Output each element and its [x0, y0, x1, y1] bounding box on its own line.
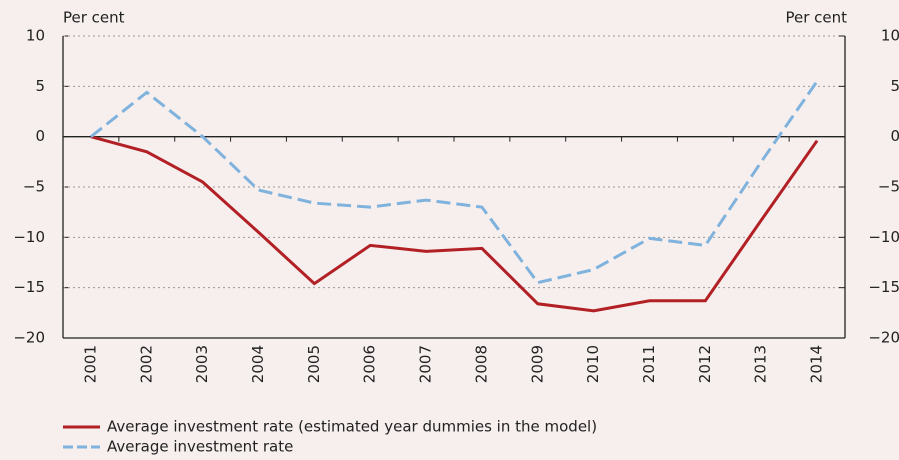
x-tick-label: 2014 — [808, 345, 826, 383]
y-tick-label: 5 — [35, 77, 45, 95]
series-line — [90, 135, 819, 313]
x-tick-label: 2013 — [752, 345, 770, 383]
y2-tick-label: −20 — [868, 329, 899, 347]
y-axis-label: Per cent — [63, 9, 125, 27]
x-tick-label: 2010 — [584, 345, 602, 383]
y-tick-label: −10 — [13, 228, 45, 246]
y-tick-label: −20 — [13, 329, 45, 347]
y2-tick-label: 5 — [890, 77, 899, 95]
y2-tick-label: −15 — [868, 278, 899, 296]
series-line — [89, 80, 819, 285]
y-tick-label: −15 — [13, 278, 45, 296]
legend-label: Average investment rate — [107, 438, 293, 456]
x-tick-label: 2012 — [696, 345, 714, 383]
y2-tick-label: −5 — [878, 178, 899, 196]
x-tick-label: 2001 — [81, 345, 99, 383]
x-tick-label: 2005 — [305, 345, 323, 383]
y2-tick-label: −10 — [868, 228, 899, 246]
x-tick-label: 2004 — [249, 345, 267, 383]
y2-axis-label: Per cent — [785, 9, 847, 27]
x-tick-label: 2009 — [528, 345, 546, 383]
x-tick-label: 2003 — [193, 345, 211, 383]
x-tick-label: 2006 — [361, 345, 379, 383]
y-tick-label: 10 — [26, 27, 45, 45]
x-tick-label: 2007 — [417, 345, 435, 383]
y2-tick-label: 0 — [890, 127, 899, 145]
legend-label: Average investment rate (estimated year … — [107, 418, 597, 436]
x-tick-label: 2008 — [472, 345, 490, 383]
y2-tick-label: 10 — [881, 27, 899, 45]
x-tick-label: 2002 — [137, 345, 155, 383]
x-tick-label: 2011 — [640, 345, 658, 383]
y-tick-label: 0 — [35, 127, 45, 145]
y-tick-label: −5 — [23, 178, 45, 196]
